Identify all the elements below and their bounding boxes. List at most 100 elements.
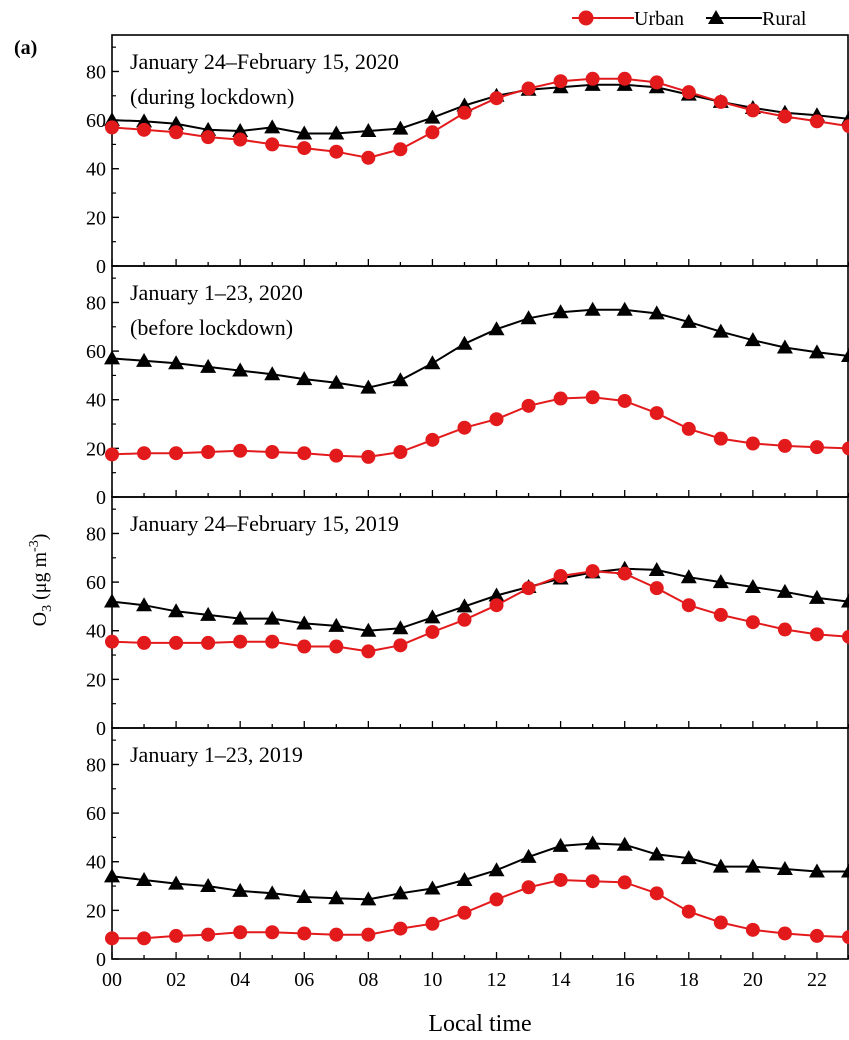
panel-3-urban-point bbox=[777, 622, 792, 637]
panel-1-rural-point bbox=[264, 119, 281, 134]
panel-3-series-urban bbox=[105, 564, 849, 659]
panel-1-rural-point bbox=[328, 125, 345, 140]
panel-1: 0 20 40 60 80 January 24–February 15, 2020 (du… bbox=[86, 34, 849, 278]
panel-4-rural-point bbox=[168, 875, 185, 890]
panel-2-ytick-label-40: 40 bbox=[86, 390, 106, 412]
panel-4-rural-point bbox=[584, 835, 601, 850]
panel-2-urban-point bbox=[649, 406, 664, 421]
panel-1-urban-point bbox=[393, 142, 408, 157]
panel-4-urban-point bbox=[425, 916, 440, 931]
panel-3-urban-point bbox=[521, 581, 536, 596]
panel-3-urban-point bbox=[842, 629, 849, 644]
panel-2-ytick-label-0: 0 bbox=[96, 487, 106, 509]
panel-3-rural-point bbox=[712, 574, 729, 589]
panel-4-series-rural bbox=[104, 835, 849, 906]
panel-4-rural-point bbox=[488, 862, 505, 877]
panel-4-rural-point bbox=[552, 837, 569, 852]
legend-urban-label: Urban bbox=[634, 8, 684, 30]
panel-4-urban-point bbox=[169, 928, 184, 943]
panel-2-urban-point bbox=[713, 431, 728, 446]
panel-1-ytick-label-40: 40 bbox=[86, 159, 106, 181]
panel-3-rural-point bbox=[841, 593, 849, 608]
panel-2-rural-point bbox=[841, 347, 849, 362]
panel-2-urban-point bbox=[777, 438, 792, 453]
panel-4-rural-point bbox=[680, 850, 697, 865]
panel-1-urban-point bbox=[329, 144, 344, 159]
panel-3-ytick-label-0: 0 bbox=[96, 718, 106, 740]
panel-4-frame bbox=[111, 727, 849, 960]
panel-1-ytick-label-60: 60 bbox=[86, 110, 106, 132]
panel-2-urban-point bbox=[745, 436, 760, 451]
panel-4-urban-point bbox=[713, 915, 728, 930]
panel-4-urban-point bbox=[105, 931, 119, 946]
panel-1-title-line-2: (during lockdown) bbox=[130, 84, 294, 109]
y-axis-label: O3 (μg m-3) bbox=[27, 534, 55, 627]
panel-2-urban-point bbox=[201, 445, 216, 460]
panel-4-ytick-label-40: 40 bbox=[86, 852, 106, 874]
y-axis-label-sub: 3 bbox=[40, 605, 55, 612]
panel-2-rural-point bbox=[168, 355, 185, 370]
panel-3-ytick-label-60: 60 bbox=[86, 572, 106, 594]
panel-3-urban-point bbox=[201, 635, 216, 650]
panel-4-ytick-label-60: 60 bbox=[86, 803, 106, 825]
panel-2-rural-point bbox=[744, 332, 761, 347]
panel-3-rural-point bbox=[360, 622, 377, 637]
panel-2-rural-point bbox=[136, 352, 153, 367]
panel-3-urban-point bbox=[361, 644, 376, 659]
panel-4-rural-point bbox=[360, 891, 377, 906]
panel-1-urban-point bbox=[809, 114, 824, 129]
panel-4-urban-point bbox=[521, 880, 536, 895]
panel-4-rural-point bbox=[841, 863, 849, 878]
panel-2-urban-point bbox=[137, 446, 152, 461]
legend-rural-label: Rural bbox=[762, 8, 807, 30]
panel-3-urban-point bbox=[745, 615, 760, 630]
panel-2-rural-point bbox=[200, 358, 217, 373]
panel-2-rural-point bbox=[712, 323, 729, 338]
panel-4-rural-line bbox=[111, 842, 849, 901]
panel-3-rural-point bbox=[456, 598, 473, 613]
y-axis-label-sup: -3 bbox=[27, 540, 42, 552]
panel-1-urban-point bbox=[521, 81, 536, 96]
panel-1-urban-point bbox=[457, 105, 472, 120]
x-axis-label: Local time bbox=[428, 1011, 531, 1037]
panel-2-urban-point bbox=[169, 446, 184, 461]
panel-2-urban-point bbox=[425, 432, 440, 447]
panel-1-series-urban bbox=[105, 71, 849, 165]
panel-4-rural-point bbox=[648, 846, 665, 861]
panel-3-rural-point bbox=[136, 597, 153, 612]
panel-1-rural-point bbox=[232, 123, 249, 138]
panel-3-urban-point bbox=[297, 639, 312, 654]
panel-1-ytick-label-0: 0 bbox=[96, 256, 106, 278]
panel-2-rural-point bbox=[328, 374, 345, 389]
panel-2-ytick-label-20: 20 bbox=[86, 438, 106, 460]
x-tick-label-16: 16 bbox=[615, 969, 635, 991]
panel-2-urban-point bbox=[809, 440, 824, 455]
panel-2-series-rural bbox=[104, 301, 849, 394]
panel-2-rural-point bbox=[808, 344, 825, 359]
panel-3-urban-point bbox=[489, 598, 504, 613]
panel-3-urban-point bbox=[713, 607, 728, 622]
x-tick-label-14: 14 bbox=[551, 969, 571, 991]
panel-4-urban-point bbox=[649, 886, 664, 901]
panel-4-urban-point bbox=[585, 874, 600, 889]
x-tick-label-04: 04 bbox=[230, 969, 250, 991]
panel-3-rural-point bbox=[744, 578, 761, 593]
panel-2-urban-point bbox=[489, 412, 504, 427]
panel-4-urban-point bbox=[329, 927, 344, 942]
panel-2-rural-point bbox=[360, 379, 377, 394]
panel-2-title-line-2: (before lockdown) bbox=[130, 315, 293, 340]
panel-4-rural-point bbox=[808, 863, 825, 878]
panel-1-urban-point bbox=[265, 137, 280, 152]
panel-3-urban-point bbox=[137, 635, 152, 650]
panel-1-urban-point bbox=[681, 85, 696, 100]
panel-3-rural-point bbox=[200, 606, 217, 621]
panel-2-urban-point bbox=[617, 393, 632, 408]
panel-3-rural-point bbox=[776, 583, 793, 598]
panel-3-urban-point bbox=[681, 598, 696, 613]
panel-2: 0 20 40 60 80 January 1–23, 2020 (before lockd… bbox=[86, 265, 849, 509]
panel-1-urban-point bbox=[361, 150, 376, 165]
panel-3-rural-point bbox=[680, 569, 697, 584]
panel-3-rural-point bbox=[648, 561, 665, 576]
panel-1-urban-point bbox=[713, 94, 728, 109]
